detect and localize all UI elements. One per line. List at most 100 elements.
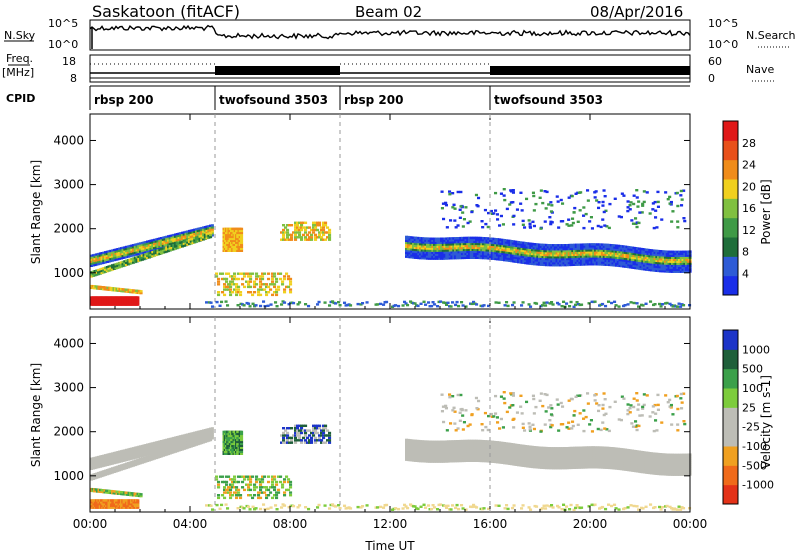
power-cell xyxy=(172,244,176,247)
velocity-cell xyxy=(95,458,99,461)
power-cell xyxy=(93,274,97,277)
power-cell xyxy=(489,237,493,240)
velocity-cell xyxy=(240,448,244,451)
power-cell xyxy=(483,241,487,244)
power-cell xyxy=(555,246,559,249)
power-cell xyxy=(569,300,573,304)
power-cell xyxy=(504,245,508,248)
power-cell xyxy=(566,261,570,265)
power-cell xyxy=(274,301,278,304)
power-cell xyxy=(541,304,545,307)
power-cell xyxy=(587,245,591,248)
power-cell xyxy=(426,239,430,242)
power-cell xyxy=(165,239,169,242)
power-cell xyxy=(277,272,281,275)
power-cell xyxy=(248,305,252,308)
power-cell xyxy=(229,283,233,286)
power-cell xyxy=(599,243,603,246)
power-cell xyxy=(130,248,134,251)
velocity-cell xyxy=(255,478,259,481)
power-cell xyxy=(548,216,552,219)
power-cell xyxy=(594,261,598,264)
velocity-cell xyxy=(265,494,269,497)
velocity-cell xyxy=(139,494,143,498)
power-cell xyxy=(489,241,493,244)
power-cell xyxy=(158,252,162,255)
velocity-cell xyxy=(231,480,235,484)
velocity-cell xyxy=(189,445,193,448)
power-cell xyxy=(116,256,120,259)
power-cell xyxy=(224,300,228,303)
power-cell xyxy=(144,243,148,246)
power-cell xyxy=(625,265,629,268)
power-cell xyxy=(139,242,143,245)
power-cell xyxy=(545,243,549,247)
velocity-cell xyxy=(111,471,115,474)
power-cell xyxy=(669,270,673,273)
power-cell xyxy=(679,256,683,259)
velocity-cell xyxy=(287,478,291,481)
power-cell xyxy=(412,240,416,243)
velocity-cell xyxy=(196,432,200,436)
power-cell xyxy=(417,254,421,258)
power-cell xyxy=(585,249,589,252)
power-cell xyxy=(429,255,433,258)
power-cell xyxy=(149,245,153,248)
velocity-cell xyxy=(314,436,318,440)
power-cell xyxy=(443,253,447,256)
power-cell xyxy=(424,253,428,256)
power-cell xyxy=(123,252,127,255)
power-cell xyxy=(429,245,433,248)
power-cell xyxy=(555,258,559,261)
power-cell xyxy=(478,240,482,244)
power-cell xyxy=(683,250,687,253)
power-cell xyxy=(639,259,643,263)
velocity-cell xyxy=(408,441,412,444)
power-cell xyxy=(209,301,213,304)
power-cell xyxy=(223,293,227,297)
power-cell xyxy=(431,249,435,252)
power-cell xyxy=(476,244,480,248)
power-cell xyxy=(576,247,580,250)
velocity-cell xyxy=(109,460,113,464)
power-cell xyxy=(571,217,575,220)
power-cell xyxy=(424,257,428,260)
power-cell xyxy=(504,249,508,252)
power-cell xyxy=(504,259,508,262)
velocity-cell xyxy=(275,491,279,494)
velocity-cell xyxy=(102,474,106,477)
velocity-cell xyxy=(318,434,322,437)
velocity-cell xyxy=(302,436,306,440)
velocity-cell xyxy=(240,438,244,442)
power-cell xyxy=(441,255,445,258)
velocity-cell xyxy=(296,439,300,442)
velocity-cell xyxy=(200,433,204,437)
power-cell xyxy=(525,254,529,257)
velocity-cell xyxy=(153,445,157,449)
power-cell xyxy=(569,249,573,253)
power-cell xyxy=(454,253,458,256)
velocity-cell xyxy=(195,439,199,442)
power-cell xyxy=(181,233,185,237)
power-cell xyxy=(450,253,454,256)
power-cell xyxy=(644,264,648,267)
velocity-cell xyxy=(281,483,285,486)
power-cell xyxy=(261,272,265,275)
power-cell xyxy=(175,237,179,240)
power-cell xyxy=(273,275,277,278)
power-cell xyxy=(146,250,150,253)
power-cell xyxy=(678,254,682,257)
velocity-cell xyxy=(227,491,231,494)
power-cell xyxy=(632,194,636,197)
power-cell xyxy=(271,280,275,283)
power-cell xyxy=(506,255,510,258)
power-cell xyxy=(241,272,245,275)
power-cell xyxy=(576,253,580,256)
power-cell xyxy=(218,304,222,307)
power-cell xyxy=(656,205,660,208)
velocity-cell xyxy=(140,444,144,448)
velocity-cell xyxy=(142,460,146,464)
power-cell xyxy=(482,254,486,258)
power-cell xyxy=(490,253,494,256)
power-cell xyxy=(442,217,446,221)
